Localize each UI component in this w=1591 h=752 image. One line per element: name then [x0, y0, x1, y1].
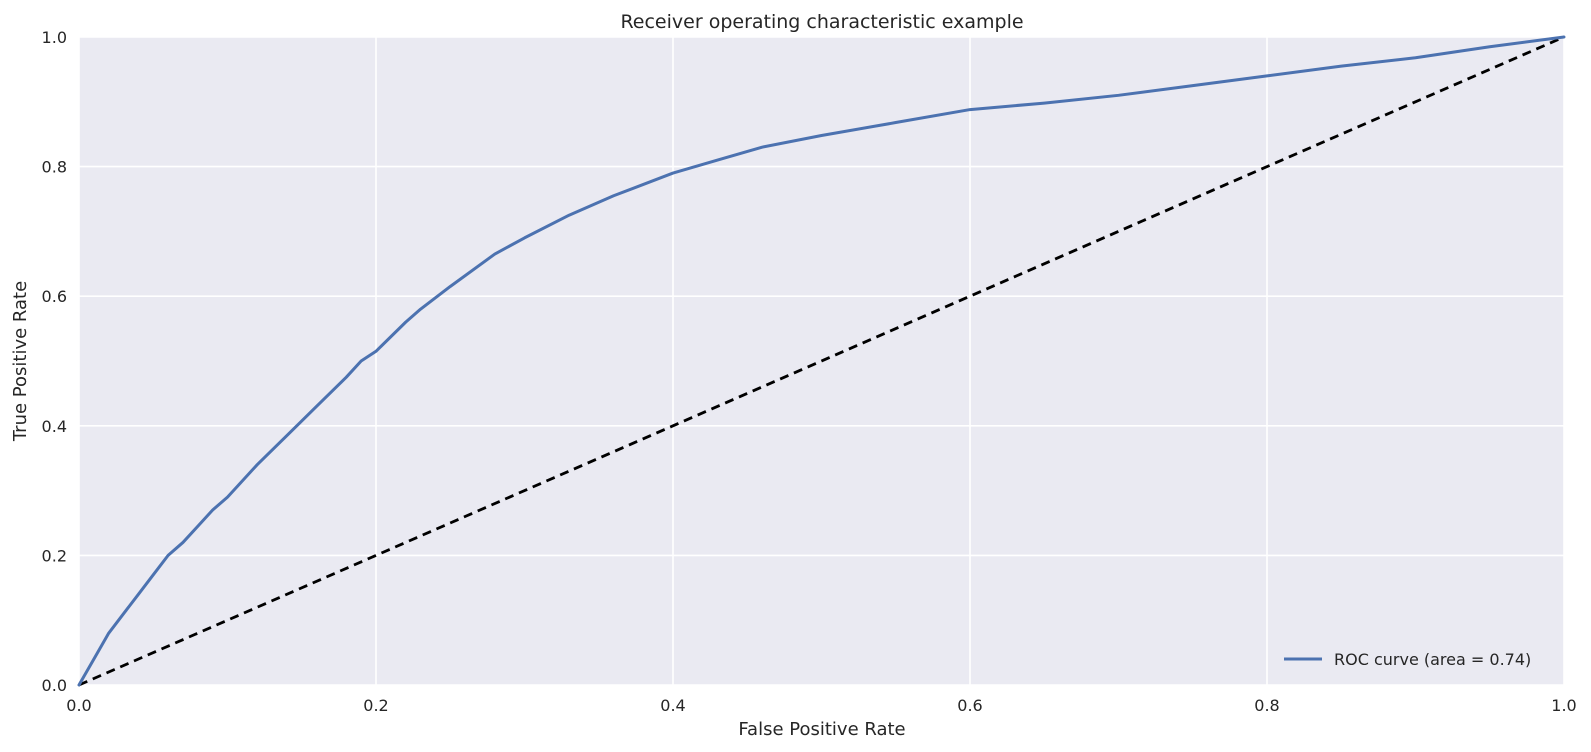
roc-curve-line: [77, 35, 1566, 687]
y-tick-label: 0.0: [42, 676, 67, 695]
legend: ROC curve (area = 0.74): [1284, 650, 1531, 669]
chart-title: Receiver operating characteristic exampl…: [620, 11, 1023, 33]
x-axis-label: False Positive Rate: [738, 719, 905, 740]
x-tick-labels: 0.0 0.2 0.4 0.6 0.8 1.0: [66, 696, 1576, 715]
x-tick-label: 1.0: [1551, 696, 1576, 715]
x-tick-label: 0.2: [363, 696, 388, 715]
y-tick-label: 1.0: [42, 28, 67, 47]
y-tick-label: 0.6: [42, 287, 67, 306]
grid-lines: [78, 36, 1565, 686]
y-tick-label: 0.8: [42, 158, 67, 177]
y-tick-labels: 0.0 0.2 0.4 0.6 0.8 1.0: [42, 28, 67, 695]
x-tick-label: 0.0: [66, 696, 91, 715]
x-tick-label: 0.6: [957, 696, 982, 715]
y-tick-label: 0.4: [42, 417, 67, 436]
y-axis-label: True Positive Rate: [10, 281, 31, 442]
legend-label-roc: ROC curve (area = 0.74): [1334, 650, 1531, 669]
data-lines: [77, 35, 1566, 687]
x-tick-label: 0.4: [660, 696, 685, 715]
x-tick-label: 0.8: [1254, 696, 1279, 715]
y-tick-label: 0.2: [42, 546, 67, 565]
chance-diagonal-line: [78, 35, 1565, 687]
